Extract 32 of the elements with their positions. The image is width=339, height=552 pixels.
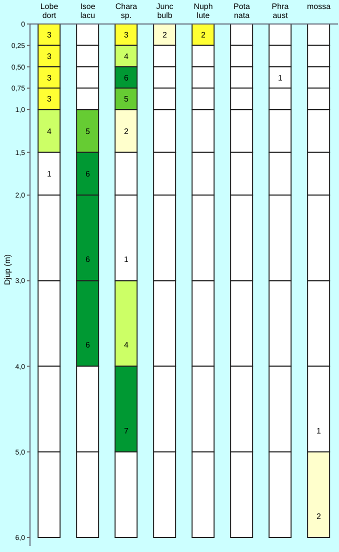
annotation: 1 [316,426,322,436]
x-tick-label: Pota nata [234,2,251,20]
x-tick-label: Chara sp. [115,2,138,20]
annotation: 1 [278,73,284,82]
x-tick-label: Isoe lacu [80,2,96,20]
annotation: 1 [124,255,130,264]
annotation: 3 [124,30,130,40]
annotation: 4 [124,340,130,350]
annotation: 3 [47,52,52,61]
annotation: 1 [47,170,52,179]
annotation: 3 [47,94,52,104]
annotation: 5 [124,94,130,104]
x-tick-label: Nuph lute [194,2,213,20]
annotation: 3 [47,73,52,82]
annotation: 2 [316,512,322,521]
annotation: 6 [86,170,91,179]
annotation: 2 [124,126,130,136]
x-tick-label: Lobe dort [40,2,59,20]
annotation: 6 [86,340,91,350]
annotation: 6 [86,255,91,264]
x-tick-label: mossa [306,2,332,11]
y-axis-title: Djup (m) [2,254,12,285]
annotation: 2 [162,30,168,40]
x-tick-label: Phra aust [272,2,290,20]
annotation: 7 [124,426,130,436]
annotation: 2 [201,30,206,40]
annotation: 3 [47,30,52,40]
annotation: 4 [124,52,130,61]
annotation: 6 [124,73,130,82]
annotation: 4 [47,126,52,136]
annotation: 5 [86,126,91,136]
x-tick-label: Junc bulb [156,2,174,20]
